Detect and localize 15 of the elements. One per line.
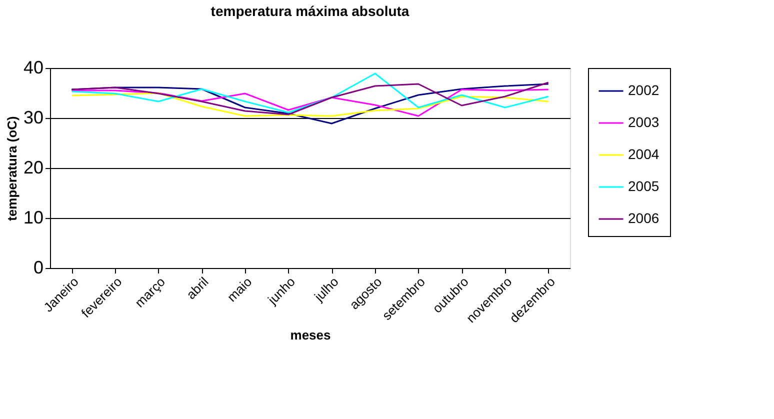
y-tick-label: 30 [23, 108, 44, 128]
legend-label: 2002 [628, 82, 660, 98]
legend-label: 2003 [628, 114, 660, 130]
y-tick-label: 20 [23, 158, 44, 178]
legend-label: 2004 [628, 146, 660, 162]
y-tick-label: 10 [23, 208, 44, 228]
y-tick-label: 40 [23, 58, 44, 78]
legend-label: 2005 [628, 178, 660, 194]
x-axis-title: meses [290, 328, 331, 343]
legend-label: 2006 [628, 210, 660, 226]
y-tick-label: 0 [33, 258, 44, 278]
line-series [70, 72, 550, 114]
chart-title: temperatura máxima absoluta [210, 3, 410, 19]
line-series [70, 82, 550, 116]
y-axis-title: temperatura (oC) [4, 116, 20, 221]
